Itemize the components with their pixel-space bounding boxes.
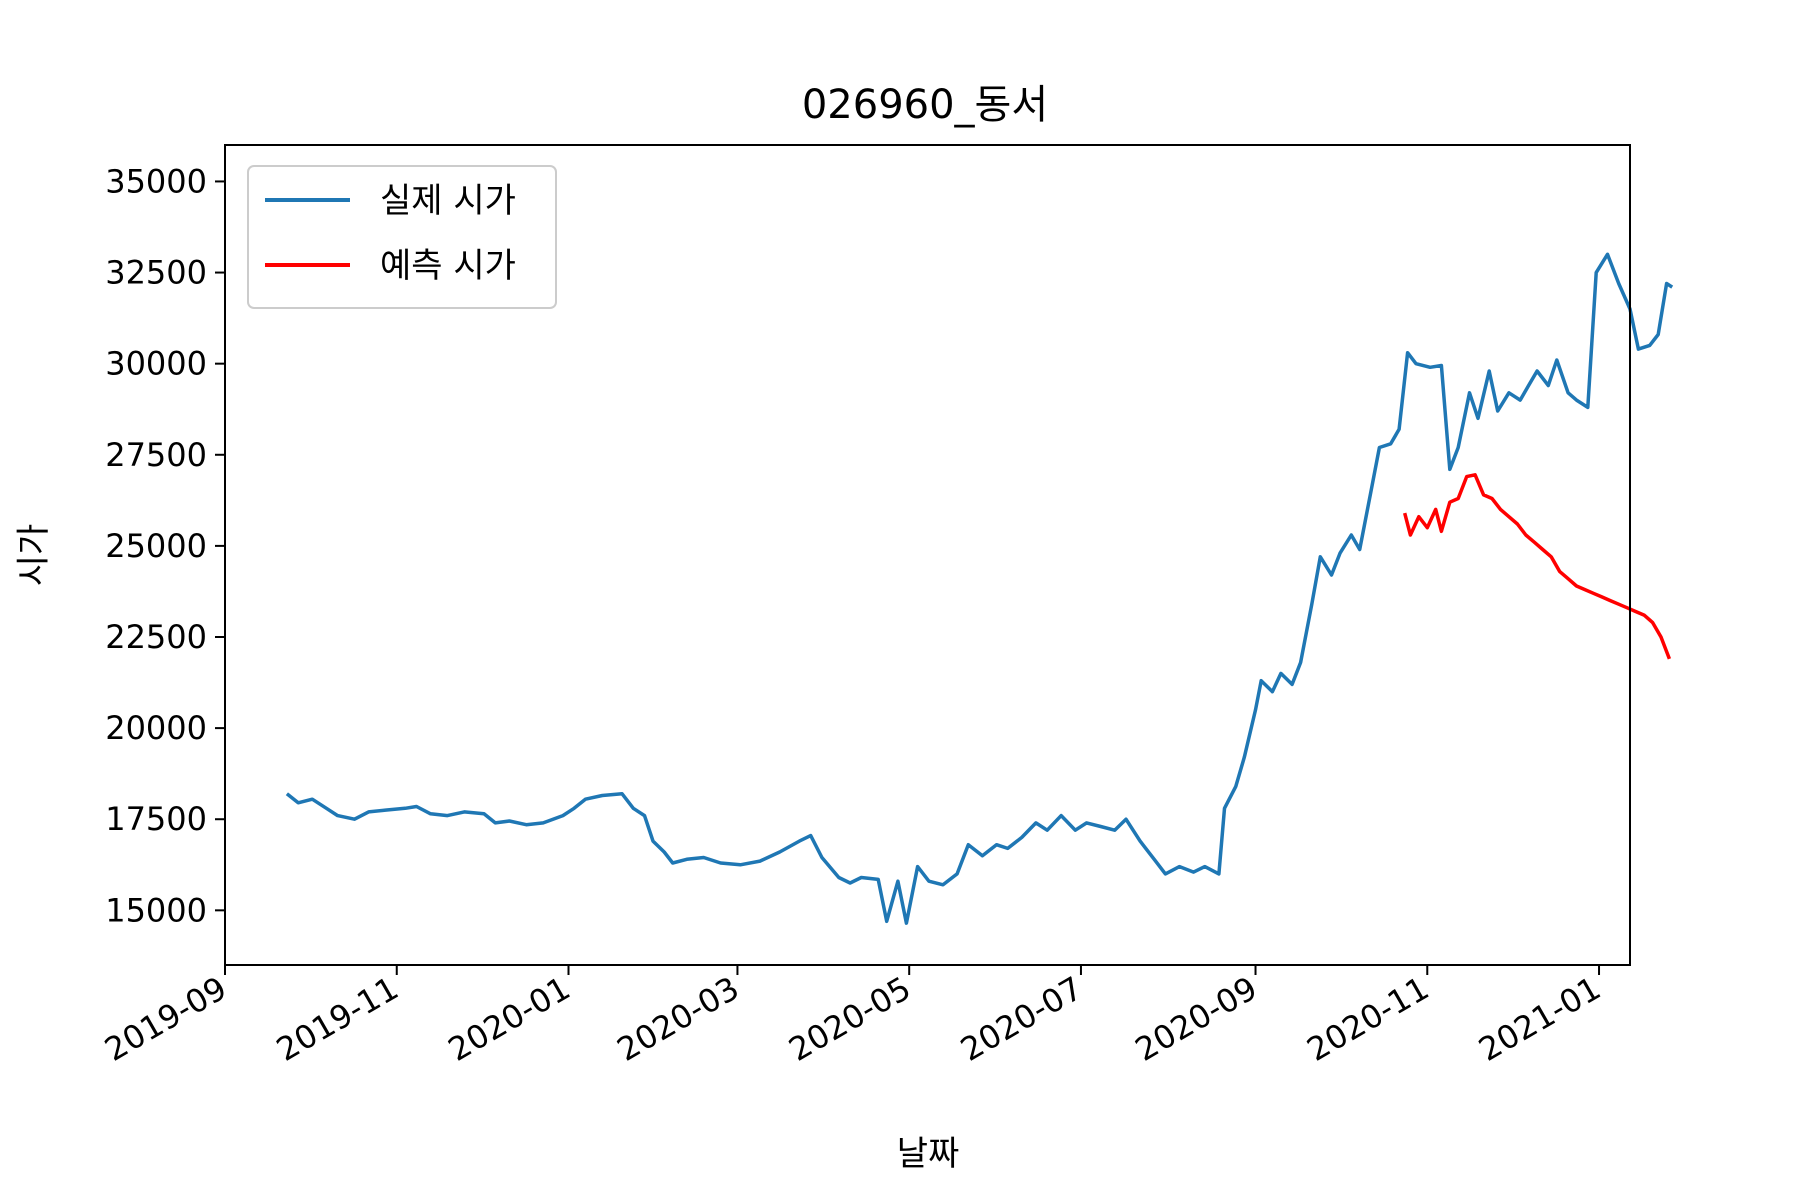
y-tick-label-3: 22500 <box>105 618 207 656</box>
y-tick-label-7: 32500 <box>105 254 207 292</box>
y-tick-label-0: 15000 <box>105 891 207 929</box>
x-tick-label-7: 2020-11 <box>1300 969 1435 1069</box>
y-tick-label-4: 25000 <box>105 527 207 565</box>
x-axis: 2019-09 2019-11 2020-01 2020-03 2020-05 2020-… <box>98 965 1607 1069</box>
legend: 실제 시가 예측 시가 <box>247 165 557 309</box>
series-line-1 <box>1403 473 1672 660</box>
x-axis-label: 날짜 <box>897 1134 960 1174</box>
x-tick-label-8: 2021-01 <box>1472 969 1607 1069</box>
y-tick-label-5: 27500 <box>105 436 207 474</box>
y-tick-label-8: 35000 <box>105 162 207 200</box>
x-tick-label-2: 2020-01 <box>442 969 577 1069</box>
x-tick-label-0: 2019-09 <box>98 969 233 1069</box>
y-axis: 15000 17500 20000 22500 25000 27500 30000 32500… <box>105 162 225 929</box>
series-layer <box>285 252 1674 925</box>
x-tick-label-3: 2020-03 <box>611 969 746 1069</box>
x-tick-label-5: 2020-07 <box>954 969 1089 1069</box>
x-tick-label-1: 2019-11 <box>270 969 405 1069</box>
y-axis-label: 시가 <box>14 524 54 587</box>
y-tick-label-1: 17500 <box>105 800 207 838</box>
y-tick-label-2: 20000 <box>105 709 207 747</box>
series-line-0 <box>285 252 1674 925</box>
y-tick-label-6: 30000 <box>105 345 207 383</box>
chart-title: 026960_동서 <box>802 82 1048 128</box>
x-tick-label-6: 2020-09 <box>1129 969 1264 1069</box>
legend-label-actual: 실제 시가 <box>380 181 516 221</box>
x-tick-label-4: 2020-05 <box>782 969 917 1069</box>
legend-label-predicted: 예측 시가 <box>380 246 516 286</box>
plot-frame <box>224 144 1631 966</box>
